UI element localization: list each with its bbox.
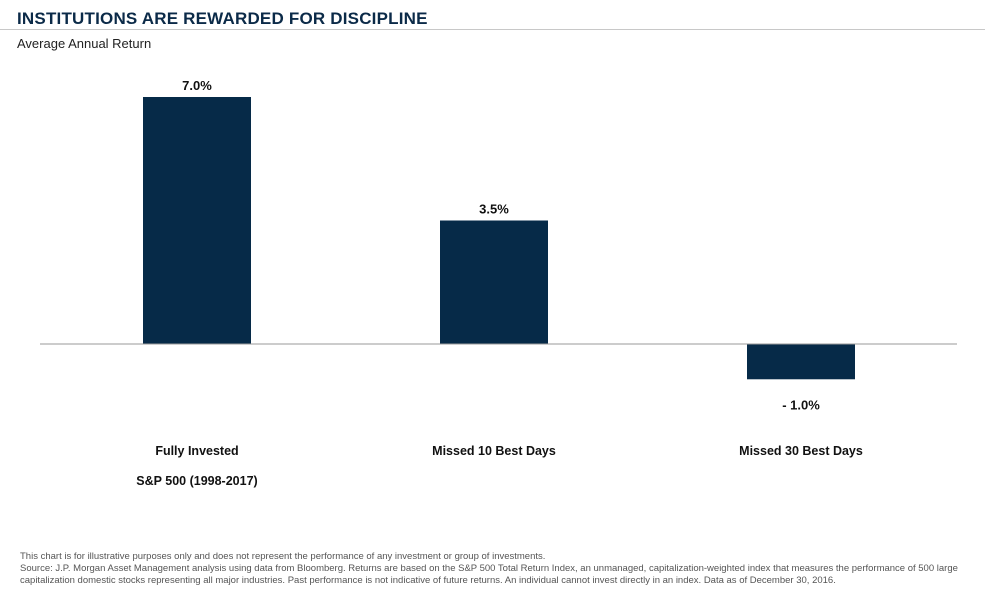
data-label-fully-invested: 7.0% xyxy=(182,78,212,93)
category-label-missed-10-best-days: Missed 10 Best Days xyxy=(432,444,556,458)
category-sublabel-fully-invested: S&P 500 (1998-2017) xyxy=(136,474,257,488)
data-label-missed-10-best-days: 3.5% xyxy=(479,202,509,217)
title-divider xyxy=(0,29,985,30)
bar-missed-30-best-days xyxy=(747,344,855,380)
chart-subtitle: Average Annual Return xyxy=(17,36,152,51)
bar-missed-10-best-days xyxy=(440,220,548,344)
footnote-disclaimer: This chart is for illustrative purposes … xyxy=(20,551,546,562)
chart-title: INSTITUTIONS ARE REWARDED FOR DISCIPLINE xyxy=(17,9,428,28)
data-label-missed-30-best-days: - 1.0% xyxy=(782,397,820,412)
bar-fully-invested xyxy=(143,97,251,344)
footnote-source-line-2: capitalization domestic stocks represent… xyxy=(20,575,836,586)
labels-layer: 7.0% Fully Invested S&P 500 (1998-2017) 3.5… xyxy=(136,78,863,488)
category-label-fully-invested: Fully Invested xyxy=(155,444,238,458)
footnote-source-line-1: Source: J.P. Morgan Asset Management ana… xyxy=(20,563,958,574)
category-label-missed-30-best-days: Missed 30 Best Days xyxy=(739,444,863,458)
bars-layer xyxy=(143,97,855,380)
footnote: This chart is for illustrative purposes … xyxy=(20,551,980,587)
